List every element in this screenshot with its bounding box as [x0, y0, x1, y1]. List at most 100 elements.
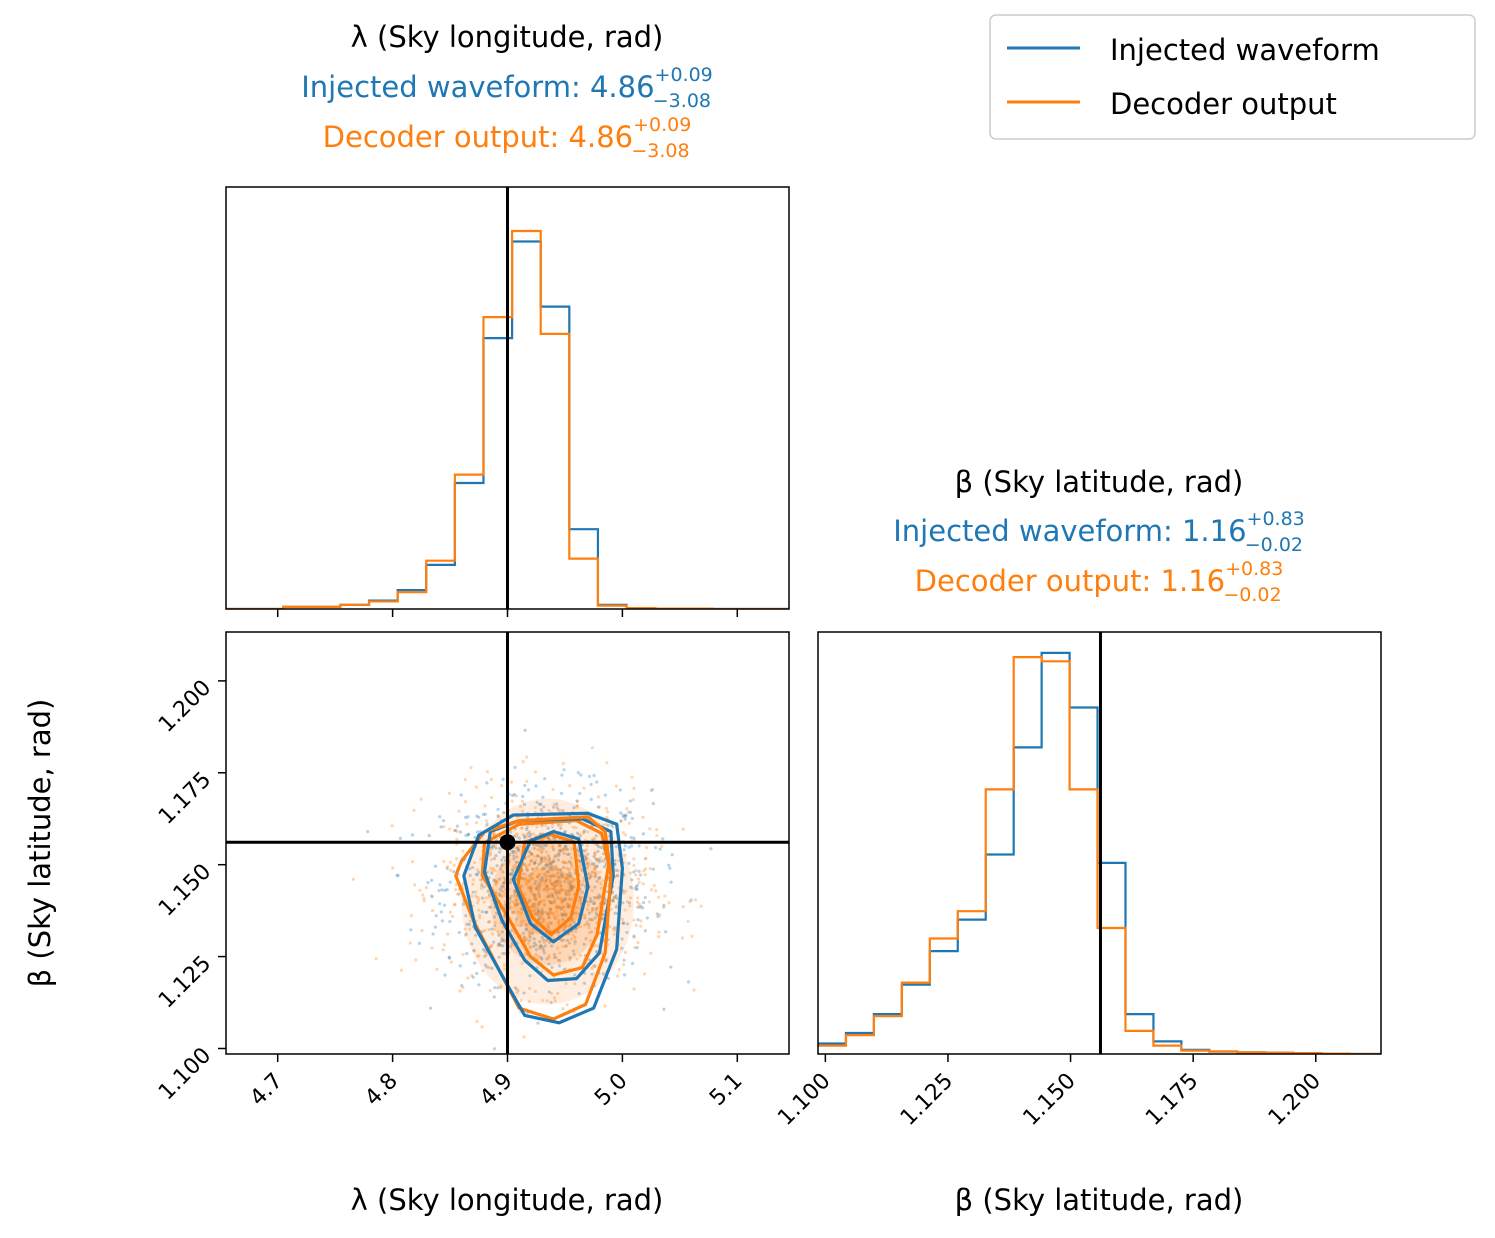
sample-point — [497, 943, 501, 947]
density-band — [513, 867, 583, 936]
sample-point — [445, 865, 450, 869]
sample-point — [551, 901, 555, 905]
sample-point — [542, 940, 546, 945]
sample-point — [491, 844, 496, 848]
sample-point — [588, 876, 592, 880]
sample-point — [545, 884, 549, 888]
sample-point — [539, 858, 543, 862]
sample-point — [625, 930, 629, 934]
sample-point — [488, 853, 492, 857]
sample-point — [508, 906, 512, 910]
beta-histogram-frame — [817, 631, 1382, 1055]
sample-point — [455, 892, 460, 896]
sample-point — [390, 824, 394, 828]
sample-point — [633, 946, 637, 950]
sample-point — [515, 846, 520, 850]
sample-point — [537, 886, 541, 890]
sample-point — [558, 868, 563, 872]
sample-point — [523, 863, 527, 867]
sample-point — [514, 851, 518, 855]
sample-point — [532, 842, 536, 847]
sample-point — [610, 823, 614, 827]
sample-point — [561, 1006, 565, 1011]
sample-point — [587, 923, 591, 927]
sample-point — [538, 848, 542, 852]
sample-point — [540, 850, 544, 854]
sample-point — [570, 887, 574, 891]
sample-point — [454, 828, 458, 832]
sample-point — [593, 864, 597, 868]
sample-point — [568, 923, 573, 927]
sample-point — [649, 951, 653, 955]
sample-point — [443, 973, 447, 977]
sample-point — [545, 874, 550, 878]
sample-point — [621, 962, 626, 967]
sample-point — [565, 902, 569, 906]
sample-point — [630, 844, 634, 848]
sample-point — [533, 902, 537, 906]
sample-point — [536, 903, 541, 907]
sample-point — [537, 893, 542, 898]
sample-point — [430, 895, 434, 899]
sample-point — [537, 901, 541, 905]
sample-point — [593, 838, 597, 842]
sample-point — [479, 878, 483, 882]
sample-point — [654, 828, 659, 832]
sample-point — [509, 894, 513, 899]
sample-point — [540, 856, 544, 860]
sample-point — [539, 807, 543, 812]
sample-point — [493, 868, 497, 872]
sample-point — [662, 1007, 666, 1011]
sample-point — [550, 965, 554, 969]
sample-point — [593, 866, 597, 871]
sample-point — [632, 863, 636, 868]
sample-point — [509, 872, 513, 876]
decoder-contour-middle — [480, 818, 611, 977]
sample-point — [527, 863, 531, 867]
sample-point — [530, 876, 535, 881]
sample-point — [578, 895, 582, 899]
sample-point — [484, 910, 488, 914]
sample-point — [554, 864, 558, 868]
sample-point — [564, 876, 568, 881]
sample-point — [538, 878, 542, 882]
sample-point — [474, 933, 478, 937]
sample-point — [530, 886, 534, 891]
joint-x-tick-label: 4.9 — [475, 1069, 517, 1111]
sample-point — [590, 889, 594, 893]
sample-point — [610, 898, 615, 903]
sample-point — [605, 815, 609, 819]
lambda-histogram-frame — [225, 186, 790, 610]
sample-point — [574, 911, 578, 915]
sample-point — [499, 984, 503, 988]
sample-point — [569, 937, 573, 941]
sample-point — [477, 815, 481, 819]
sample-point — [497, 877, 502, 881]
sample-point — [540, 957, 544, 961]
sample-point — [532, 846, 536, 850]
sample-point — [493, 986, 497, 990]
sample-point — [490, 846, 494, 850]
sample-point — [586, 852, 590, 856]
sample-point — [487, 920, 491, 924]
sample-point — [520, 961, 524, 965]
sample-point — [558, 905, 562, 909]
sample-point — [643, 857, 648, 861]
sample-point — [552, 956, 556, 960]
sample-point — [464, 833, 468, 838]
sample-point — [517, 848, 521, 853]
sample-point — [494, 880, 498, 884]
sample-point — [621, 901, 625, 905]
sample-point — [533, 770, 538, 774]
sample-point — [464, 815, 468, 819]
sample-point — [477, 954, 481, 958]
sample-point — [643, 895, 647, 900]
sample-point — [604, 958, 608, 962]
sample-point — [572, 806, 576, 810]
sample-point — [632, 786, 636, 790]
sample-point — [523, 877, 527, 881]
sample-point — [519, 911, 524, 915]
sample-point — [600, 916, 605, 921]
sample-point — [500, 939, 504, 943]
sample-point — [502, 855, 506, 860]
